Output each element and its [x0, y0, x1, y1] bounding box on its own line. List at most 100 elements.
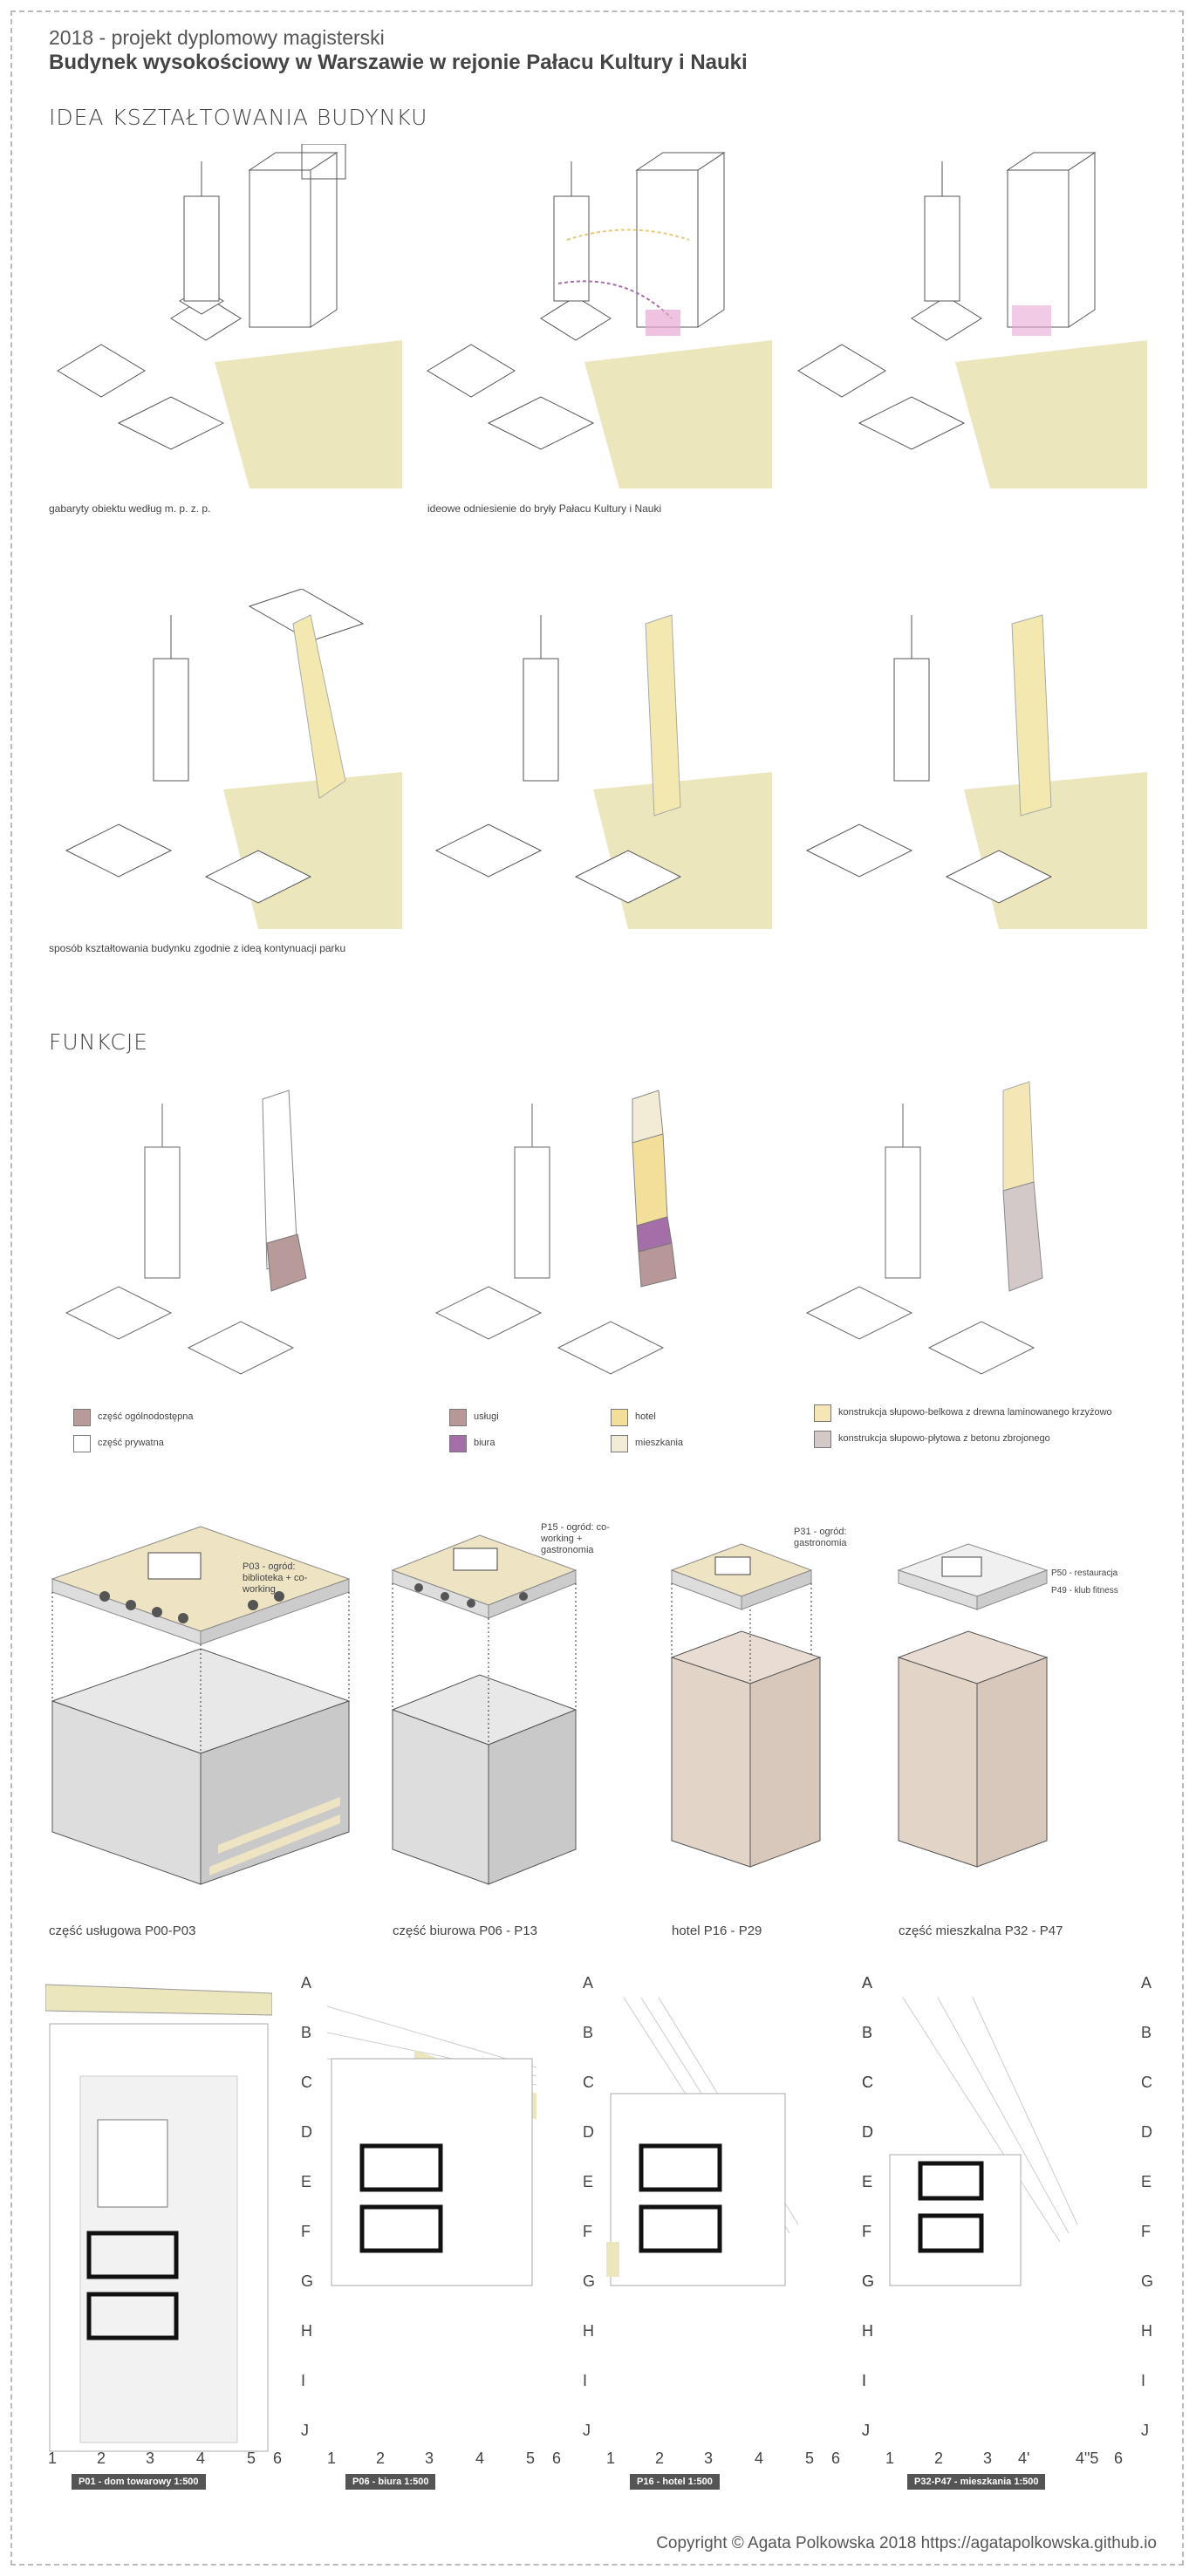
grid-number: 2 — [934, 2450, 944, 2467]
axo-note-p49: P49 - klub fitness — [1051, 1586, 1118, 1595]
grid-letter: J — [583, 2422, 591, 2439]
grid-letter: J — [862, 2422, 870, 2439]
plan-label-p32: P32-P47 - mieszkania 1:500 — [907, 2474, 1046, 2490]
grid-letter: I — [862, 2372, 867, 2389]
axo-mieszkalna — [890, 1518, 1064, 1893]
grid-letter: C — [1141, 2074, 1152, 2091]
grid-number: 2 — [97, 2450, 106, 2467]
section-funkcje-title: FUNKCJE — [49, 1029, 149, 1055]
grid-letter: J — [1141, 2422, 1149, 2439]
grid-letter: D — [301, 2123, 312, 2141]
grid-letter: F — [583, 2223, 592, 2240]
idea-panel-2 — [419, 144, 772, 489]
grid-letter: E — [862, 2173, 873, 2190]
plan-p01 — [45, 1980, 272, 2460]
grid-letter: C — [862, 2074, 873, 2091]
plan-p16 — [606, 1980, 816, 2460]
grid-number: 5 — [526, 2450, 536, 2467]
grid-letter: E — [583, 2173, 594, 2190]
axo-note-p15: P15 - ogród: co-working + gastronomia — [541, 1522, 610, 1555]
axo-note-p03: P03 - ogród: biblioteka + co-working — [243, 1561, 308, 1595]
grid-number: 6 — [1114, 2450, 1124, 2467]
grid-letter: E — [862, 2173, 873, 2190]
grid-number: 1 — [327, 2450, 337, 2467]
grid-letter: F — [301, 2223, 311, 2240]
grid-letter: B — [862, 2024, 873, 2041]
grid-letter: D — [862, 2123, 873, 2141]
grid-letter: F — [1141, 2223, 1151, 2240]
grid-number: 3 — [704, 2450, 714, 2467]
grid-number: 1 — [606, 2450, 616, 2467]
grid-letter: G — [583, 2272, 596, 2290]
copyright: Copyright © Agata Polkowska 2018 https:/… — [656, 2534, 1157, 2552]
plan-p32 — [885, 1980, 1095, 2460]
grid-letter: J — [301, 2422, 309, 2439]
grid-letter: B — [583, 2024, 594, 2041]
grid-number: 3 — [425, 2450, 434, 2467]
section-idea-title: IDEA KSZTAŁTOWANIA BUDYNKU — [49, 105, 428, 130]
plan-label-p01: P01 - dom towarowy 1:500 — [72, 2474, 206, 2490]
idea-caption-3: sposób kształtowania budynku zgodnie z i… — [49, 942, 346, 954]
grid-letter: A — [862, 1974, 873, 1992]
grid-letter: F — [862, 2223, 871, 2240]
grid-number: 3 — [983, 2450, 993, 2467]
idea-panel-6 — [789, 589, 1147, 929]
grid-letter: G — [862, 2272, 875, 2290]
legend-label-drewno: konstrukcja słupowo-belkowa z drewna lam… — [838, 1407, 1112, 1418]
legend-label-uslugi: usługi — [474, 1411, 499, 1422]
legend-swatch-hotel — [611, 1409, 628, 1426]
funkcje-panel-3 — [789, 1069, 1147, 1404]
idea-panel-3 — [789, 144, 1147, 489]
legend-swatch-biura — [449, 1435, 467, 1452]
grid-number: 4 — [755, 2450, 764, 2467]
grid-letter: E — [1141, 2173, 1152, 2190]
grid-letter: B — [301, 2024, 312, 2041]
legend-swatch-uslugi — [449, 1409, 467, 1426]
grid-letter: I — [583, 2372, 588, 2389]
axo-hotel — [663, 1518, 837, 1893]
grid-number: 6 — [831, 2450, 841, 2467]
grid-number: 1 — [885, 2450, 895, 2467]
legend-label-beton: konstrukcja słupowo-płytowa z betonu zbr… — [838, 1433, 1050, 1444]
legend-swatch-prywatna — [73, 1435, 91, 1452]
idea-caption-2: ideowe odniesienie do bryły Pałacu Kultu… — [427, 502, 662, 515]
legend-swatch-beton — [814, 1431, 831, 1448]
legend-label-prywatna: część prywatna — [98, 1438, 164, 1448]
grid-letter: A — [1141, 1974, 1152, 1992]
axo-note-p31: P31 - ogród: gastronomia — [794, 1527, 847, 1548]
grid-number: 5 — [247, 2450, 256, 2467]
grid-number: 4 — [196, 2450, 206, 2467]
grid-number: 3 — [146, 2450, 155, 2467]
grid-letter: G — [301, 2272, 314, 2290]
grid-letter: C — [301, 2074, 312, 2091]
grid-letter: G — [862, 2272, 875, 2290]
grid-number: 4"5 — [1076, 2450, 1099, 2467]
grid-number: 2 — [655, 2450, 665, 2467]
grid-letter: I — [1141, 2372, 1146, 2389]
idea-panel-1 — [49, 144, 402, 489]
plan-label-p16: P16 - hotel 1:500 — [630, 2474, 720, 2490]
grid-number: 6 — [552, 2450, 562, 2467]
floor-label-biurowa: część biurowa P06 - P13 — [393, 1923, 537, 1938]
grid-letter: H — [583, 2322, 594, 2340]
legend-label-hotel: hotel — [635, 1411, 656, 1422]
idea-caption-1: gabaryty obiektu według m. p. z. p. — [49, 502, 211, 515]
grid-letter: G — [1141, 2272, 1154, 2290]
grid-letter: B — [1141, 2024, 1152, 2041]
floor-label-uslugowa: część usługowa P00-P03 — [49, 1923, 196, 1938]
legend-swatch-drewno — [814, 1404, 831, 1422]
grid-letter: C — [583, 2074, 594, 2091]
axo-note-p50: P50 - restauracja — [1051, 1568, 1118, 1578]
legend-swatch-mieszkania — [611, 1435, 628, 1452]
legend-swatch-publiczna — [73, 1409, 91, 1426]
idea-panel-4 — [49, 589, 402, 929]
plan-label-p06: P06 - biura 1:500 — [345, 2474, 436, 2490]
grid-letter: H — [862, 2322, 873, 2340]
floor-label-hotel: hotel P16 - P29 — [672, 1923, 762, 1938]
grid-number: 6 — [273, 2450, 283, 2467]
legend-label-publiczna: część ogólnodostępna — [98, 1411, 194, 1422]
axo-biurowa — [384, 1518, 611, 1893]
funkcje-panel-2 — [419, 1069, 772, 1404]
funkcje-panel-1 — [49, 1069, 402, 1404]
grid-letter: F — [862, 2223, 871, 2240]
